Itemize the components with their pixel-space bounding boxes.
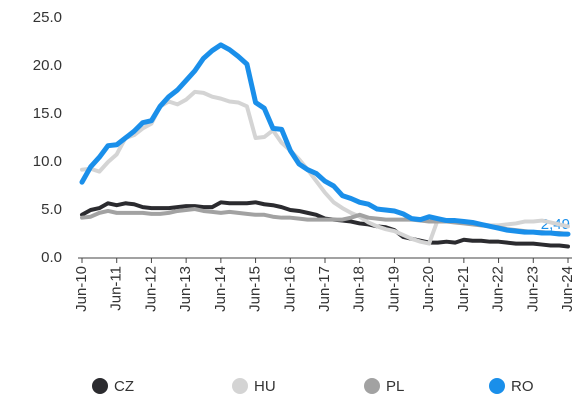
x-tick-label: Jun-17 <box>316 266 333 312</box>
x-tick-label: Jun-20 <box>420 266 437 312</box>
x-tick-label: Jun-13 <box>177 266 194 312</box>
x-tick-label: Jun-21 <box>455 266 472 312</box>
legend-swatch <box>232 378 248 394</box>
series-line <box>79 42 571 237</box>
y-tick-label: 25.0 <box>33 9 62 26</box>
x-tick-label: Jun-19 <box>385 266 402 312</box>
legend-swatch <box>489 378 505 394</box>
y-tick-label: 15.0 <box>33 105 62 122</box>
x-tick-label: Jun-22 <box>490 266 507 312</box>
y-tick-label: 20.0 <box>33 57 62 74</box>
legend-label: CZ <box>114 378 134 395</box>
y-tick-label: 5.0 <box>41 201 62 218</box>
legend-label: HU <box>254 378 276 395</box>
legend-label: PL <box>386 378 404 395</box>
x-tick-label: Jun-23 <box>524 266 541 312</box>
x-tick-label: Jun-24 <box>559 266 576 312</box>
x-tick-label: Jun-14 <box>212 266 229 312</box>
y-tick-label: 10.0 <box>33 153 62 170</box>
x-tick-label: Jun-18 <box>351 266 368 312</box>
legend-swatch <box>364 378 380 394</box>
x-tick-label: Jun-12 <box>142 266 159 312</box>
legend-swatch <box>92 378 108 394</box>
x-tick-label: Jun-11 <box>108 266 125 311</box>
x-tick-label: Jun-16 <box>281 266 298 312</box>
x-tick-label: Jun-15 <box>247 266 264 312</box>
legend-label: RO <box>511 378 534 395</box>
x-tick-label: Jun-10 <box>73 266 90 312</box>
series-line <box>80 207 570 236</box>
y-tick-label: 0.0 <box>41 249 62 266</box>
